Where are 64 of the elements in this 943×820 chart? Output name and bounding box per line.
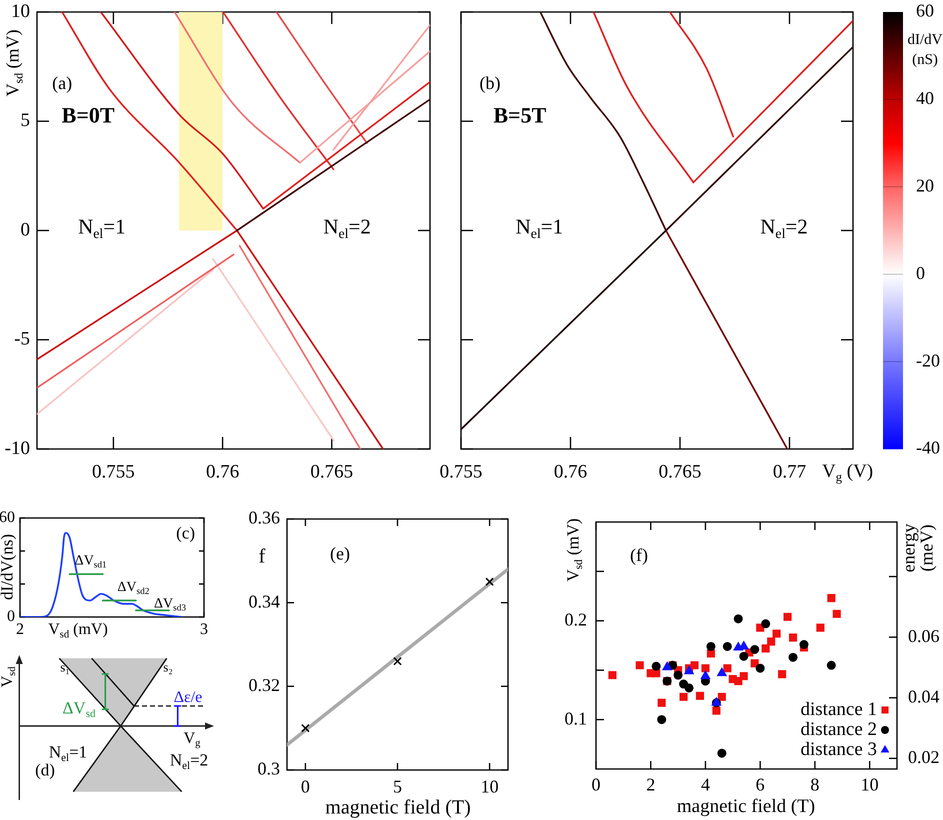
text: V$_{g}$ [184, 730, 200, 750]
x-tick-label: 8 [810, 774, 820, 795]
color-bar-label: 40 [916, 88, 934, 108]
x-tick-label: 0.765 [658, 461, 702, 482]
color-bar-title: dI/dV (nS) [908, 32, 943, 68]
y-tick-label: 0.3 [258, 758, 280, 779]
text: s₁ [60, 660, 70, 674]
text: ΔV$_{sd}$ [62, 698, 96, 720]
color-bar-label: -20 [916, 350, 940, 370]
y-tick-label: -5 [14, 328, 30, 350]
x-tick-label: 0.755 [92, 461, 135, 482]
y-tick-label: 0.32 [248, 675, 280, 696]
legend-label: distance 2 [800, 718, 878, 740]
y-tick-label: 0.36 [248, 508, 280, 528]
text: Δε/e [174, 689, 202, 706]
annotation: B=5T [493, 102, 547, 128]
y-tick-label: 0.2 [564, 610, 587, 630]
y-tick-label: -10 [4, 438, 30, 459]
x-tick-label: 2 [16, 620, 24, 638]
y-tick-label: 0 [7, 608, 15, 626]
text: N$_{el}$=2 [170, 750, 208, 772]
y-tick-label: 0.1 [564, 708, 587, 728]
y2-axis-title: energy (meV) [898, 524, 937, 572]
x-tick-label: 10 [480, 776, 499, 797]
annotation: (e) [330, 544, 350, 564]
y-axis-title: f [258, 545, 266, 568]
x-tick-label: 0.76 [206, 461, 240, 482]
y2-tick-label: 0.04 [908, 686, 940, 707]
y-tick-label: 0.34 [248, 591, 280, 612]
color-bar-label: 60 [916, 0, 934, 21]
x-tick-label: 0.77 [772, 461, 806, 482]
x-tick-label: 0 [300, 776, 310, 797]
x-tick-label: 5 [393, 776, 402, 797]
y-tick-label: 0 [20, 219, 30, 240]
x-tick-label: 10 [860, 774, 879, 795]
y-tick-label: 60 [0, 509, 15, 526]
annotation: (c) [176, 523, 196, 542]
x-tick-label: 0.76 [554, 461, 588, 482]
annotation: B=0T [62, 102, 115, 128]
y-axis-title: Vsd (mV) [2, 29, 26, 97]
text: s₂ [163, 660, 173, 674]
x-tick-label: 3 [200, 620, 208, 638]
x-tick-label: 0.755 [440, 461, 482, 482]
x-tick-label: 6 [756, 774, 765, 795]
annotation: (a) [52, 72, 72, 93]
x-tick-label: 0 [592, 774, 600, 795]
annotation: (f) [630, 544, 648, 565]
y-axis-title: Vsd (mV) [563, 518, 586, 582]
x-axis-title: magnetic field (T) [325, 796, 471, 818]
x-tick-label: 0.765 [310, 461, 354, 482]
legend-label: distance 1 [800, 698, 878, 720]
y-tick-label: 10 [11, 0, 30, 22]
y2-tick-label: 0.06 [908, 626, 940, 646]
x-tick-label: 4 [700, 774, 710, 795]
y-tick-label: 5 [20, 110, 30, 132]
y2-tick-label: 0.02 [908, 747, 940, 768]
annotation: (b) [480, 72, 501, 93]
color-bar-label: 0 [916, 262, 925, 283]
color-bar-label: -40 [916, 438, 940, 458]
legend-label: distance 3 [800, 738, 878, 760]
color-bar-label: 20 [916, 176, 934, 196]
x-tick-label: 2 [646, 774, 656, 795]
x-axis-title: magnetic field (T) [676, 796, 816, 817]
y-axis-title: dI/dV(ns) [0, 534, 16, 600]
